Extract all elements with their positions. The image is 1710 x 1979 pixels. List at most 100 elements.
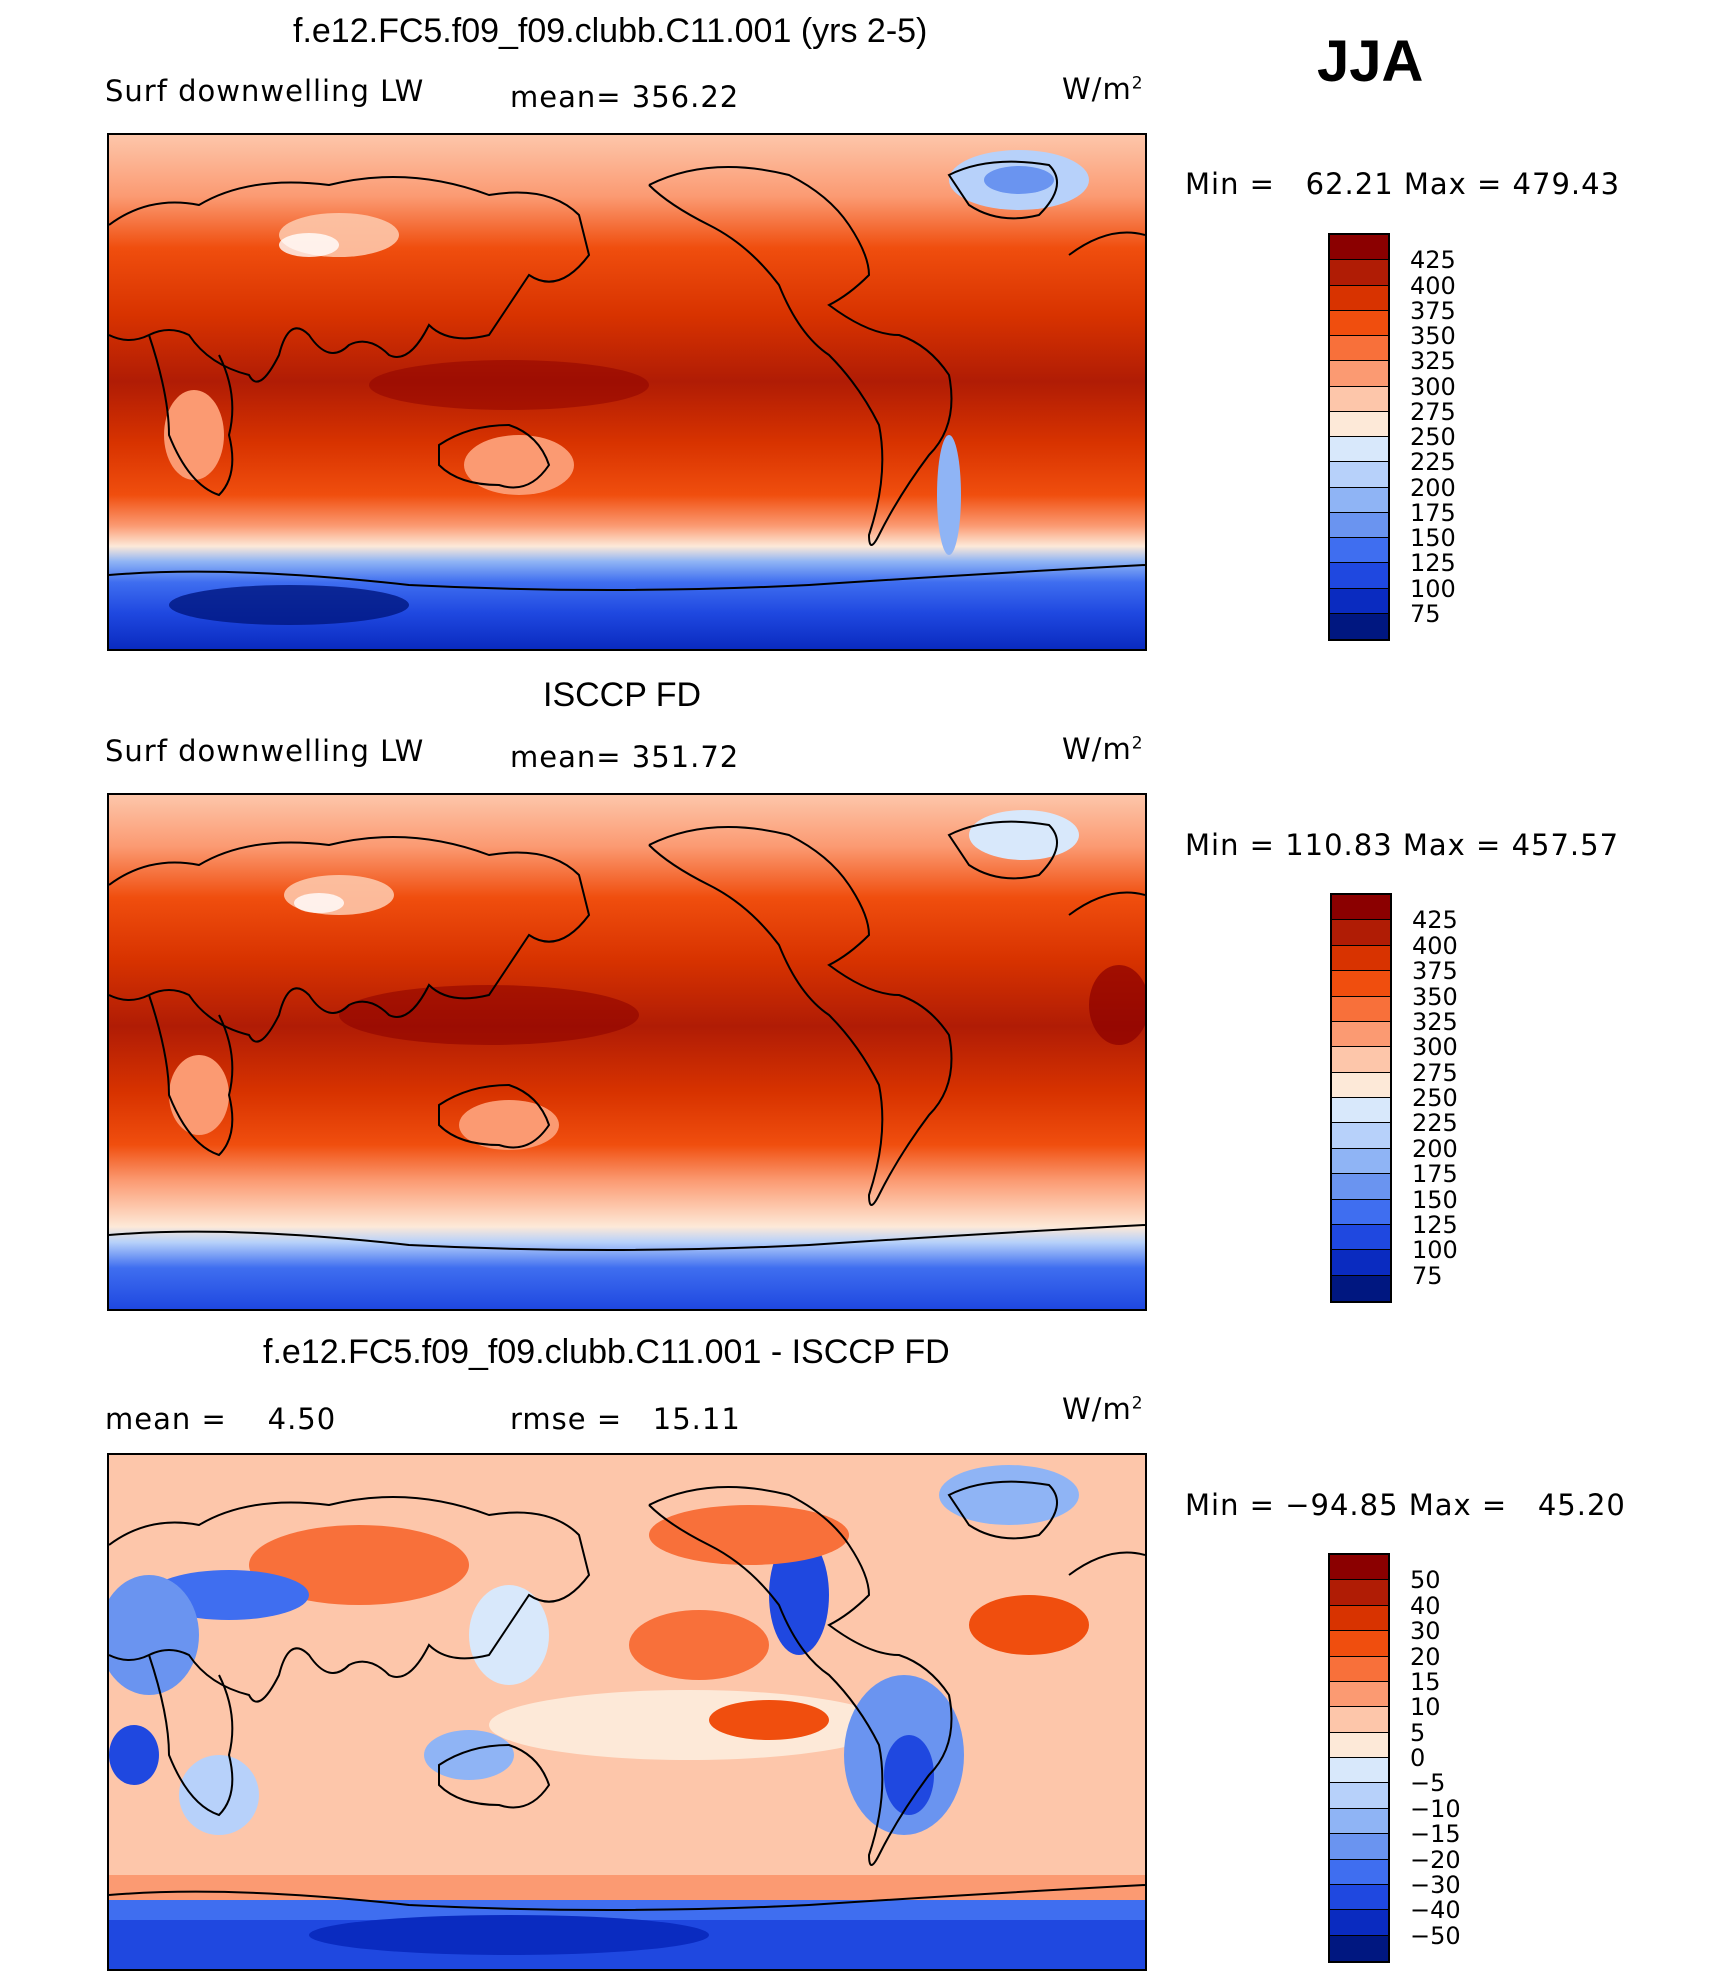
panel-3-colorbar-label: −20 [1410,1845,1461,1874]
panel-1-colorbar-swatch [1330,487,1388,513]
panel-1-minmax: Min = 62.21 Max = 479.43 [1185,167,1621,201]
panel-3-colorbar-swatch [1330,1859,1388,1885]
panel-1-colorbar-label: 200 [1410,473,1456,502]
panel-2-colorbar-swatch [1332,920,1390,946]
panel-1-colorbar-swatch [1330,285,1388,311]
panel-3-colorbar-label: −15 [1410,1820,1461,1849]
panel-3-colorbar-label: −5 [1410,1769,1446,1798]
panel-2-colorbar-swatch [1332,996,1390,1022]
panel-2-colorbar-label: 75 [1412,1261,1443,1290]
panel-2-colorbar-label: 325 [1412,1007,1458,1036]
panel-1-colorbar-label: 125 [1410,549,1456,578]
panel-2-colorbar-label: 350 [1412,982,1458,1011]
panel-3-colorbar-swatch [1330,1808,1388,1835]
panel-1-colorbar-label: 100 [1410,574,1456,603]
panel-2-colorbar [1330,893,1392,1303]
panel-2-map [107,793,1147,1311]
panel-2-colorbar-label: 125 [1412,1210,1458,1239]
panel-3-colorbar-swatch [1330,1834,1388,1860]
panel-2-colorbar-label: 100 [1412,1236,1458,1265]
panel-1-colorbar-label: 350 [1410,322,1456,350]
panel-3-colorbar-swatch [1330,1605,1388,1632]
panel-3-colorbar-label: −40 [1410,1896,1461,1925]
panel-1-colorbar-swatch [1330,613,1388,639]
panel-2-colorbar-label: 225 [1412,1109,1458,1138]
panel-3-colorbar-swatch [1330,1935,1388,1961]
season-label: JJA [1317,29,1424,94]
panel-3-colorbar-label: 10 [1410,1693,1441,1722]
panel-1-colorbar-label: 175 [1410,498,1456,527]
panel-1-colorbar-swatch [1330,563,1388,589]
panel-3-colorbar-swatch [1330,1555,1388,1581]
panel-1-colorbar-swatch [1330,260,1388,286]
panel-1-colorbar-swatch [1330,361,1388,387]
panel-2-colorbar-swatch [1332,1224,1390,1251]
panel-2-field [109,795,1145,1309]
panel-1-colorbar-label: 250 [1410,423,1456,451]
panel-3-colorbar-label: 0 [1410,1744,1426,1772]
panel-3-colorbar-swatch [1330,1580,1388,1606]
panel-2-colorbar-swatch [1332,1148,1390,1175]
panel-2-colorbar-label: 300 [1412,1033,1458,1062]
panel-2-colorbar-swatch [1332,1275,1390,1301]
panel-3-colorbar-label: 50 [1410,1566,1441,1595]
panel-2-colorbar-swatch [1332,895,1390,921]
panel-1-colorbar-label: 225 [1410,448,1456,477]
panel-2-colorbar-swatch [1332,1047,1390,1073]
panel-2-unit-label: W/m2 [1062,732,1144,766]
panel-3-unit-label: W/m2 [1062,1392,1144,1426]
panel-2-colorbar-label: 425 [1412,906,1458,935]
panel-3-colorbar-swatch [1330,1884,1388,1911]
panel-2-mean-label: mean= 351.72 [510,740,740,774]
panel-2-colorbar-label: 275 [1412,1058,1458,1087]
panel-2-colorbar-swatch [1332,1174,1390,1200]
panel-3-colorbar-swatch [1330,1783,1388,1809]
panel-3-colorbar-label: −30 [1410,1870,1461,1899]
panel-3-colorbar-swatch [1330,1732,1388,1758]
panel-1-colorbar-swatch [1330,235,1388,261]
panel-2-variable-label: Surf downwelling LW [105,734,425,768]
panel-2-colorbar-swatch [1332,1250,1390,1276]
panel-2-colorbar-swatch [1332,1199,1390,1225]
panel-2-colorbar-label: 375 [1412,957,1458,986]
panel-2-colorbar-swatch [1332,1072,1390,1098]
panel-3-colorbar-label: 40 [1410,1591,1441,1620]
panel-3-colorbar-swatch [1330,1681,1388,1708]
panel-1-colorbar-label: 150 [1410,524,1456,552]
panel-3-field [109,1455,1145,1969]
panel-3-colorbar-swatch [1330,1656,1388,1682]
panel-1-colorbar-swatch [1330,310,1388,336]
panel-2-title: ISCCP FD [543,676,702,714]
panel-1-colorbar [1328,233,1390,641]
panel-2-colorbar-swatch [1332,945,1390,972]
panel-2-minmax: Min = 110.83 Max = 457.57 [1185,828,1620,862]
panel-3-colorbar-swatch [1330,1758,1388,1784]
panel-2-colorbar-label: 150 [1412,1185,1458,1214]
panel-3-colorbar-label: 15 [1410,1667,1441,1696]
panel-3-colorbar-label: 20 [1410,1642,1441,1671]
panel-3-colorbar-label: −10 [1410,1794,1461,1823]
panel-3-colorbar-swatch [1330,1631,1388,1657]
panel-1-colorbar-label: 300 [1410,372,1456,401]
panel-2-colorbar-label: 175 [1412,1160,1458,1189]
panel-1-map [107,133,1147,651]
panel-2-colorbar-swatch [1332,1123,1390,1149]
panel-1-colorbar-label: 275 [1410,397,1456,426]
panel-1-field [109,135,1145,649]
panel-1-colorbar-swatch [1330,411,1388,437]
panel-2-colorbar-segments [1332,895,1390,1301]
panel-1-colorbar-swatch [1330,437,1388,463]
panel-1-variable-label: Surf downwelling LW [105,74,425,108]
panel-2-colorbar-label: 200 [1412,1134,1458,1163]
panel-1-title: f.e12.FC5.f09_f09.clubb.C11.001 (yrs 2-5… [293,12,928,50]
panel-2-colorbar-swatch [1332,1021,1390,1048]
panel-3-colorbar [1328,1553,1390,1963]
panel-3-title: f.e12.FC5.f09_f09.clubb.C11.001 - ISCCP … [263,1333,950,1371]
panel-3-colorbar-swatch [1330,1707,1388,1733]
panel-1-mean-label: mean= 356.22 [510,80,740,114]
panel-3-colorbar-label: 30 [1410,1617,1441,1646]
panel-1-colorbar-label: 400 [1410,271,1456,300]
panel-3-colorbar-label: −50 [1410,1921,1461,1950]
panel-1-colorbar-swatch [1330,336,1388,362]
panel-1-colorbar-label: 75 [1410,599,1441,628]
